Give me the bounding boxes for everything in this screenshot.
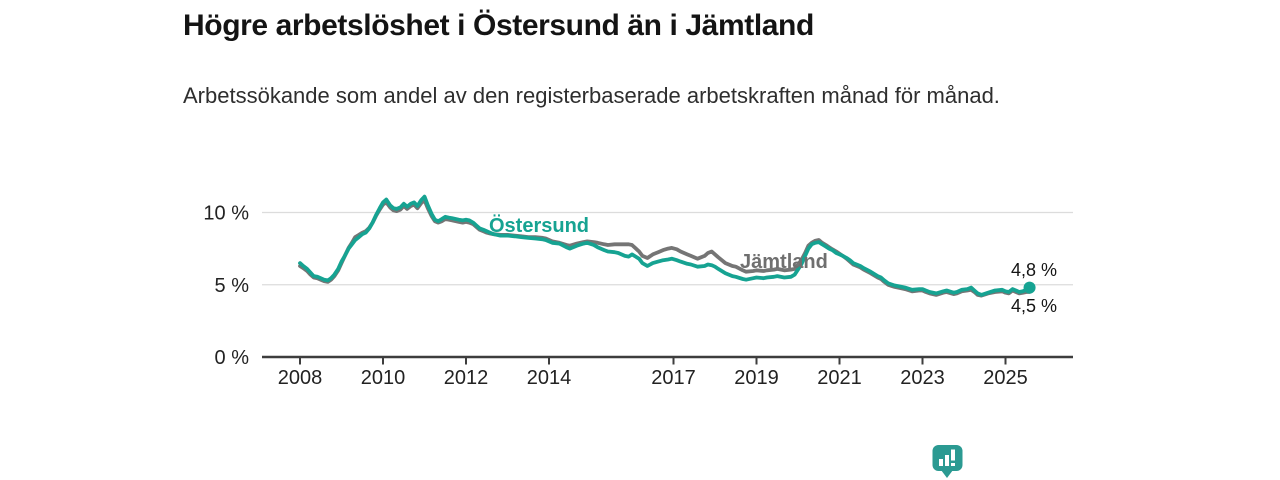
logo-bar-short: [939, 459, 943, 466]
series-line-jamtland: [298, 198, 1032, 298]
logo-exclamation-stroke: [951, 449, 955, 461]
series-line-ostersund: [298, 194, 1032, 297]
end-value-label-jamtland: 4,5 %: [1010, 296, 1057, 316]
x-tick-label: 2010: [361, 367, 406, 389]
y-tick-label: 5 %: [215, 275, 250, 297]
logo-bar-tall: [945, 455, 949, 466]
page-title: Högre arbetslöshet i Östersund än i Jämt…: [183, 9, 814, 42]
newsworthy-logo: Newsworthy: [931, 443, 965, 479]
series-label-jamtland: Jämtland: [740, 251, 828, 273]
logo-bubble-tail: [941, 470, 953, 478]
logo-exclamation-dot: [951, 463, 955, 466]
y-tick-label: 0 %: [215, 347, 250, 369]
end-value-label-ostersund: 4,8 %: [1010, 260, 1057, 280]
series-label-ostersund: Östersund: [489, 215, 590, 237]
chart-subtitle: Arbetssökande som andel av den registerb…: [183, 83, 1000, 108]
x-tick-label: 2023: [900, 367, 945, 389]
x-tick-label: 2012: [444, 367, 489, 389]
x-tick-label: 2021: [817, 367, 862, 389]
x-tick-label: 2019: [734, 367, 779, 389]
x-tick-label: 2017: [651, 367, 696, 389]
x-tick-label: 2008: [278, 367, 323, 389]
series-end-dot-ostersund: [1023, 281, 1036, 294]
newsworthy-logo-icon: [932, 445, 963, 478]
y-tick-label: 10 %: [203, 203, 249, 225]
x-tick-label: 2025: [983, 367, 1028, 389]
x-tick-label: 2014: [527, 367, 572, 389]
